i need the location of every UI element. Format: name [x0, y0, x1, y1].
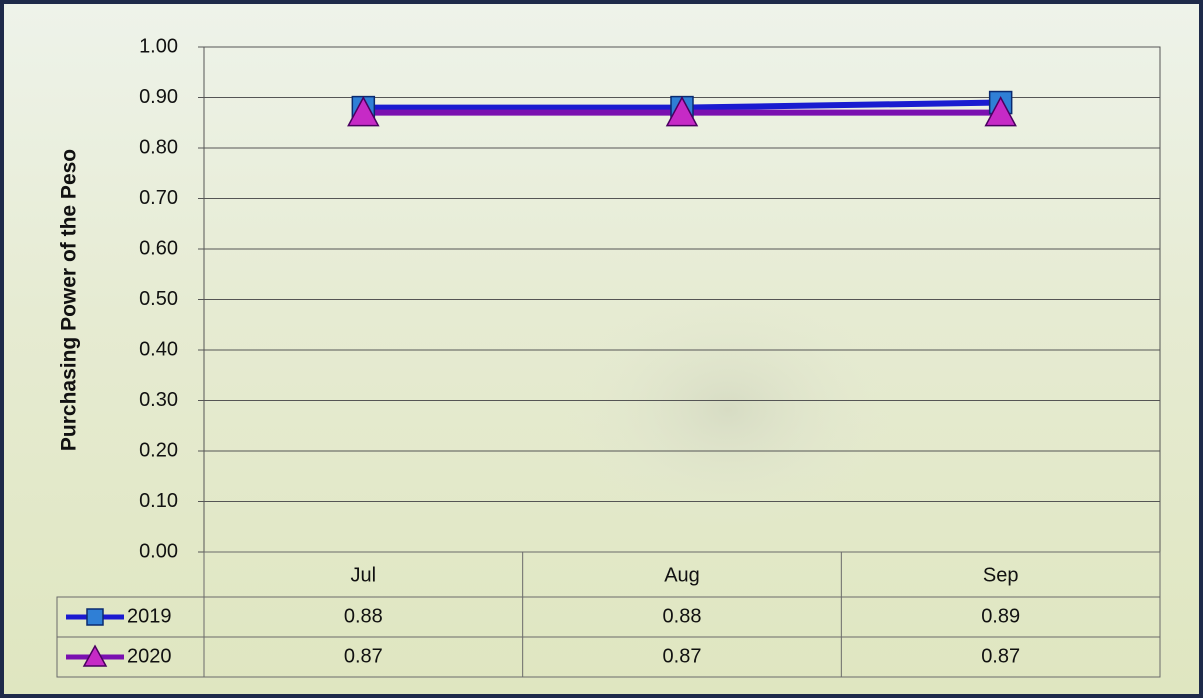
table-value: 0.87: [981, 645, 1020, 667]
y-tick-label: 0.80: [139, 136, 178, 158]
table-value: 0.88: [344, 605, 383, 627]
table-value: 0.87: [663, 645, 702, 667]
x-tick-label: Aug: [664, 564, 700, 586]
legend-label: 2019: [127, 605, 172, 627]
y-tick-label: 0.00: [139, 540, 178, 562]
chart: Purchasing Power of the Peso 0.00 0.10 0.2…: [0, 0, 1203, 698]
legend-label: 2020: [127, 645, 172, 667]
y-tick-label: 0.70: [139, 187, 178, 209]
y-axis-label: Purchasing Power of the Peso: [58, 149, 81, 451]
background-decor: [563, 290, 893, 530]
y-tick-label: 0.30: [139, 389, 178, 411]
y-tick-label: 0.10: [139, 490, 178, 512]
y-tick-label: 0.20: [139, 439, 178, 461]
table-value: 0.88: [663, 605, 702, 627]
x-tick-label: Jul: [351, 564, 377, 586]
y-tick-label: 0.60: [139, 237, 178, 259]
y-tick-label: 1.00: [139, 35, 178, 57]
y-tick-label: 0.50: [139, 288, 178, 310]
table-value: 0.87: [344, 645, 383, 667]
y-tick-label: 0.40: [139, 338, 178, 360]
y-tick-label: 0.90: [139, 86, 178, 108]
table-value: 0.89: [981, 605, 1020, 627]
x-tick-label: Sep: [983, 564, 1019, 586]
legend-marker: [87, 609, 103, 625]
